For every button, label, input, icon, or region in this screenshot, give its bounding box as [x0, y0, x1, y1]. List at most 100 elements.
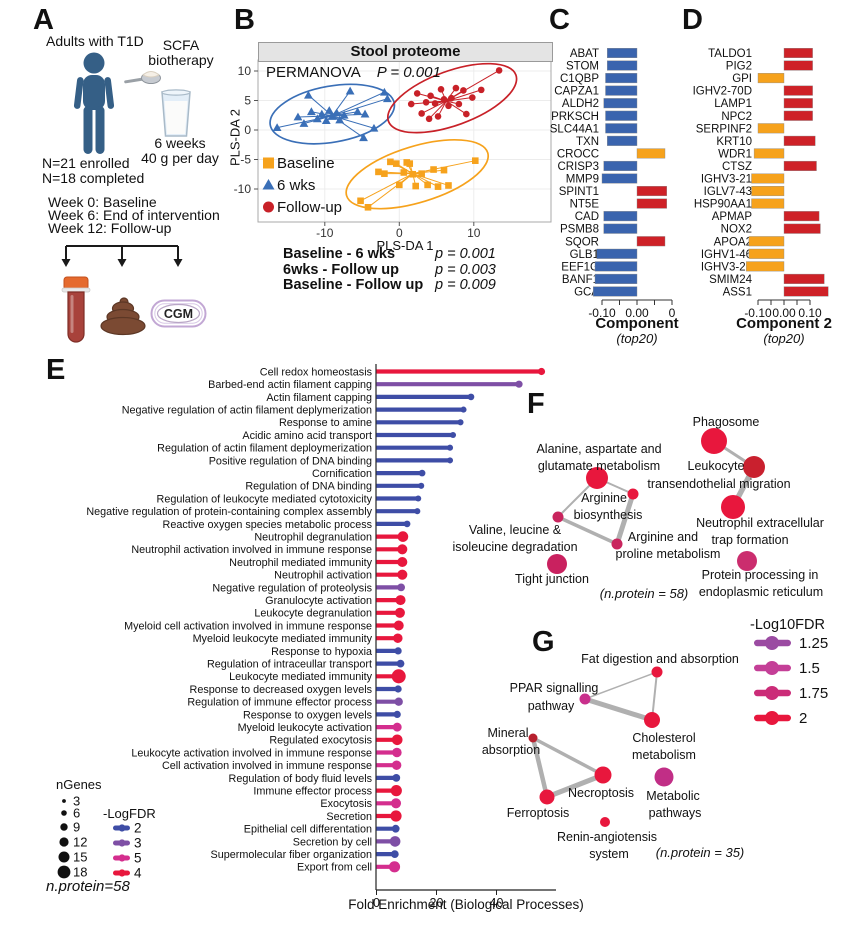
svg-text:Supermolecular fiber organizat: Supermolecular fiber organization [211, 849, 372, 861]
panel-g-network: Fat digestion and absorption PPAR signall… [482, 652, 739, 861]
permanova-test: PERMANOVA [266, 64, 361, 81]
svg-text:0: 0 [396, 226, 403, 240]
scatter-series [345, 139, 490, 211]
svg-text:Renin-angiotensis: Renin-angiotensis [557, 830, 657, 844]
pairwise-pair: Baseline - 6 wks [283, 246, 396, 262]
svg-text:Neutrophil degranulation: Neutrophil degranulation [254, 532, 372, 544]
svg-text:18: 18 [73, 865, 87, 880]
svg-text:0: 0 [244, 123, 251, 137]
therapy-line1: SCFA [162, 37, 200, 53]
blood-tube-icon [61, 276, 91, 343]
svg-text:Tight junction: Tight junction [515, 572, 589, 586]
pairwise-row: 6wks - Follow up p = 0.003 [283, 262, 496, 279]
svg-text:12: 12 [73, 835, 87, 850]
svg-text:GPI: GPI [732, 73, 752, 85]
component1-subtitle: (top20) [616, 331, 658, 346]
svg-text:Valine, leucine &: Valine, leucine & [469, 523, 562, 537]
svg-text:Metabolic: Metabolic [646, 789, 700, 803]
svg-text:PPAR signalling: PPAR signalling [510, 681, 599, 695]
network-node [579, 693, 591, 705]
svg-text:ASS1: ASS1 [723, 286, 752, 298]
svg-text:-Log10FDR: -Log10FDR [750, 617, 825, 633]
panel-e-letter: E [46, 354, 66, 386]
svg-text:Leukocyte mediated immunity: Leukocyte mediated immunity [229, 671, 372, 683]
svg-text:LAMP1: LAMP1 [714, 98, 752, 110]
svg-text:APOA2: APOA2 [714, 236, 752, 248]
permanova-annotation: PERMANOVA P = 0.001 [266, 64, 441, 81]
permanova-pvalue: P = 0.001 [376, 64, 441, 81]
pairwise-p: p = 0.009 [435, 277, 496, 293]
svg-text:Regulation of body fluid level: Regulation of body fluid levels [229, 773, 373, 785]
svg-text:10: 10 [238, 64, 252, 78]
svg-text:ABAT: ABAT [570, 48, 599, 60]
svg-text:IGHV3-21: IGHV3-21 [701, 261, 752, 273]
svg-text:Leukocyte degranulation: Leukocyte degranulation [254, 608, 372, 620]
svg-text:Arginine and: Arginine and [628, 530, 698, 544]
network-node [611, 538, 623, 550]
svg-text:1.5: 1.5 [799, 660, 820, 677]
svg-text:1.25: 1.25 [799, 635, 828, 652]
pairwise-p: p = 0.001 [435, 246, 496, 262]
glass-icon [161, 89, 191, 137]
svg-text:KRT10: KRT10 [716, 136, 752, 148]
svg-text:0.10: 0.10 [798, 306, 822, 320]
timeline-list: Week 0: Baseline Week 6: End of interven… [48, 194, 220, 236]
timeline-week6: Week 6: End of intervention [48, 207, 220, 223]
cgm-icon: CGM [150, 299, 207, 328]
panel-d-letter: D [682, 4, 703, 36]
svg-text:Secretion by cell: Secretion by cell [293, 836, 372, 848]
svg-text:-10: -10 [316, 226, 334, 240]
panel-g-legend: -Log10FDR 1.25 1.5 1.75 2 [750, 617, 828, 727]
svg-text:40: 40 [490, 896, 504, 910]
scatter-series [386, 62, 518, 134]
svg-text:GLB1: GLB1 [570, 249, 599, 261]
svg-text:Response to decreased oxygen l: Response to decreased oxygen levels [190, 684, 373, 696]
svg-text:pathway: pathway [528, 699, 575, 713]
svg-text:Cell redox homeostasis: Cell redox homeostasis [260, 366, 373, 378]
svg-text:IGLV7-43: IGLV7-43 [704, 186, 752, 198]
scatter-series [269, 83, 396, 145]
svg-text:APMAP: APMAP [712, 211, 753, 223]
network-node [737, 551, 757, 571]
svg-text:SLC44A1: SLC44A1 [550, 123, 599, 135]
svg-text:Neutrophil mediated immunity: Neutrophil mediated immunity [229, 557, 372, 569]
timeline-week12: Week 12: Follow-up [48, 220, 172, 236]
svg-text:Regulation of DNA binding: Regulation of DNA binding [245, 481, 372, 493]
svg-text:Mineral: Mineral [488, 726, 529, 740]
svg-text:SPINT1: SPINT1 [559, 186, 599, 198]
svg-text:GCA: GCA [574, 286, 599, 298]
component2-axis-title: Component 2 [736, 315, 832, 332]
svg-text:Alanine, aspartate and: Alanine, aspartate and [536, 442, 661, 456]
svg-text:NOX2: NOX2 [721, 224, 752, 236]
svg-text:IGHV1-46: IGHV1-46 [701, 249, 752, 261]
svg-text:CTSZ: CTSZ [722, 161, 752, 173]
svg-text:Granulocyte activation: Granulocyte activation [265, 595, 372, 607]
svg-text:Regulated exocytosis: Regulated exocytosis [269, 735, 372, 747]
svg-text:Myeloid leukocyte mediated imm: Myeloid leukocyte mediated immunity [193, 633, 373, 645]
svg-text:SERPINF2: SERPINF2 [696, 123, 752, 135]
svg-text:Negative regulation of protein: Negative regulation of protein-containin… [86, 506, 372, 518]
svg-text:absorption: absorption [482, 743, 540, 757]
svg-text:PSMB8: PSMB8 [560, 224, 599, 236]
svg-text:CAD: CAD [575, 211, 599, 223]
svg-text:Secretion: Secretion [326, 811, 372, 823]
svg-text:metabolism: metabolism [632, 748, 696, 762]
panel-b-scatter: -10 0 10 10 5 0 -5 -10 Baseline 6 wks Follow-up [234, 59, 552, 240]
svg-text:Baseline: Baseline [277, 155, 335, 172]
svg-text:0: 0 [373, 896, 380, 910]
timeline-week0: Week 0: Baseline [48, 194, 157, 210]
panel-c-bars: ABATSTOMC1QBPCAPZA1ALDH2PRKSCHSLC44A1TXN… [550, 48, 676, 320]
svg-text:Leukocyte: Leukocyte [688, 459, 745, 473]
svg-text:0.00: 0.00 [772, 306, 796, 320]
pairwise-comparisons: Baseline - 6 wks p = 0.001 6wks - Follow … [283, 246, 496, 294]
svg-text:Cell activation involved in im: Cell activation involved in immune respo… [162, 760, 372, 772]
timeline-arrows [61, 245, 183, 267]
svg-text:6: 6 [73, 806, 80, 821]
svg-text:Cornification: Cornification [312, 468, 372, 480]
panel-b-legend: Baseline 6 wks Follow-up [262, 155, 342, 216]
svg-text:Response to oxygen levels: Response to oxygen levels [243, 709, 373, 721]
study-population-label: Adults with T1D [46, 33, 144, 49]
therapy-label: SCFA biotherapy [140, 38, 222, 68]
